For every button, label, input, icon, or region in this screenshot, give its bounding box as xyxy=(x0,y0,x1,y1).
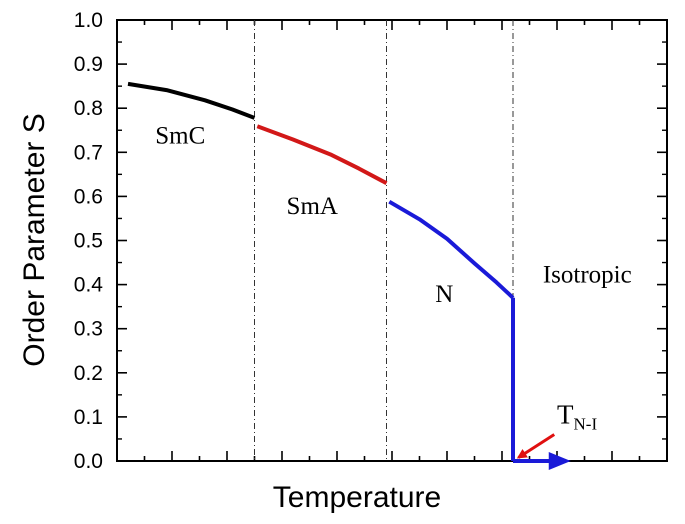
region-labels: SmC SmA N Isotropic xyxy=(155,122,631,308)
x-direction-arrowhead xyxy=(548,452,571,470)
series-line xyxy=(127,81,256,120)
y-tick-label: 0.6 xyxy=(74,185,103,208)
region-label: SmC xyxy=(155,122,205,149)
y-axis-label: Order Parameter S xyxy=(18,113,51,366)
series-line xyxy=(388,199,515,300)
y-tick-label: 0.1 xyxy=(74,406,103,429)
y-tick-label: 0.5 xyxy=(74,230,103,253)
y-tick-label: 0.4 xyxy=(74,274,104,297)
y-axis-ticks xyxy=(117,19,667,462)
region-label: N xyxy=(435,281,453,308)
x-axis-ticks xyxy=(116,20,668,461)
y-tick-label: 0.9 xyxy=(74,53,103,76)
y-tick-label: 0.7 xyxy=(74,141,103,164)
data-series xyxy=(127,81,571,470)
y-tick-label: 0.0 xyxy=(74,450,103,473)
transition-temperature-label: TN-I xyxy=(557,400,597,434)
x-axis-label: Temperature xyxy=(273,481,441,514)
annotations: TN-I xyxy=(516,400,597,459)
plot-frame xyxy=(116,19,668,462)
y-tick-label: 0.8 xyxy=(74,97,103,120)
y-tick-label: 0.3 xyxy=(74,318,103,341)
phase-boundary-lines xyxy=(254,20,514,461)
y-tick-label: 0.2 xyxy=(74,362,103,385)
series-line xyxy=(256,124,388,185)
transition-arrow xyxy=(516,433,556,459)
y-axis-tick-labels: 0.0 0.1 0.2 0.3 0.4 0.5 0.6 0.7 0.8 0.9 1.0 xyxy=(74,9,104,473)
y-tick-label: 1.0 xyxy=(74,9,103,32)
plot-border xyxy=(116,19,668,462)
region-label: SmA xyxy=(287,193,338,220)
region-label: Isotropic xyxy=(543,261,632,288)
